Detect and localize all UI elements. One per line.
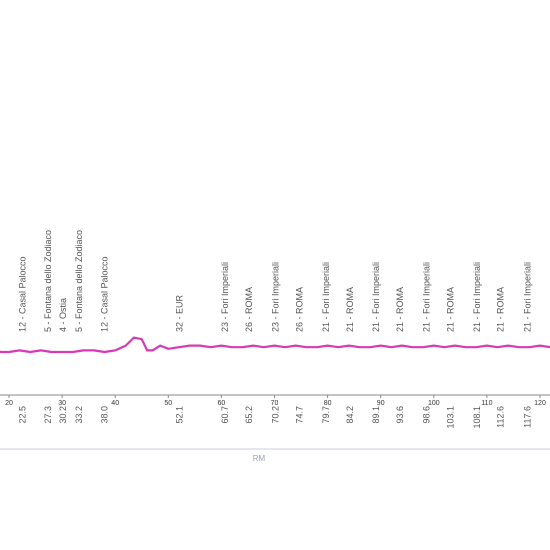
x-ticks: 20 30 40 50 60 70 80 90 100 110 120: [5, 395, 546, 407]
x-tick-label: 120: [534, 400, 546, 407]
x-tick-label: 20: [5, 400, 13, 407]
waypoint-place-label: 5 - Fontana dello Zodiaco: [74, 230, 84, 332]
waypoint-place-label: 21 - ROMA: [345, 287, 355, 332]
waypoint-place-label: 21 - Fori Imperiali: [371, 262, 381, 332]
waypoint-place-label: 12 - Casal Palocco: [100, 256, 110, 332]
waypoint-place-label: 26 - ROMA: [294, 287, 304, 332]
waypoint-place-label: 23 - Fori Imperiali: [220, 262, 230, 332]
waypoint-km-label: 22.5: [17, 406, 27, 424]
waypoint-place-label: 21 - Fori Imperiali: [321, 262, 331, 332]
x-tick-label: 100: [428, 400, 440, 407]
waypoint-km-label: 112.6: [496, 406, 506, 428]
waypoint-km-label: 84.2: [345, 406, 355, 424]
waypoint-km-label: 93.6: [395, 406, 405, 424]
waypoint-place-label: 26 - ROMA: [244, 287, 254, 332]
waypoint-place-label: 21 - ROMA: [395, 287, 405, 332]
waypoint-place-label: 12 - Casal Palocco: [17, 256, 27, 332]
x-tick-label: 50: [164, 400, 172, 407]
waypoint-place-label: 32 - EUR: [174, 294, 184, 332]
region-label: RM: [253, 454, 266, 463]
x-tick-label: 40: [111, 400, 119, 407]
waypoint-km-label: 60.7: [220, 406, 230, 424]
waypoint-km-label: 74.7: [294, 406, 304, 424]
waypoint-km-label: 65.2: [244, 406, 254, 424]
waypoint-place-label: 23 - Fori Imperiali: [271, 262, 281, 332]
waypoint-km-label: 117.6: [522, 406, 532, 428]
x-tick-label: 30: [58, 400, 66, 407]
waypoint-place-label: 21 - ROMA: [445, 287, 455, 332]
x-tick-label: 70: [271, 400, 279, 407]
waypoint-km-label: 70.2: [271, 406, 281, 424]
waypoint-km-label: 52.1: [174, 406, 184, 424]
waypoint-place-label: 21 - ROMA: [496, 287, 506, 332]
waypoint-km-label: 27.3: [43, 406, 53, 424]
waypoint-km-label: 38.0: [100, 406, 110, 424]
x-tick-label: 80: [324, 400, 332, 407]
x-tick-label: 60: [218, 400, 226, 407]
waypoint-km-label: 108.1: [472, 406, 482, 429]
waypoint-labels: 12 - Casal Palocco 22.5 5 - Fontana dello …: [17, 230, 532, 429]
waypoint-km-label: 98.6: [421, 406, 431, 424]
waypoint-place-label: 21 - Fori Imperiali: [421, 262, 431, 332]
waypoint-place-label: 21 - Fori Imperiali: [522, 262, 532, 332]
waypoint-place-label: 4 - Ostia: [58, 298, 68, 332]
x-tick-label: 110: [481, 400, 492, 407]
x-tick-label: 90: [377, 400, 385, 407]
waypoint-km-label: 89.1: [371, 406, 381, 424]
waypoint-place-label: 5 - Fontana dello Zodiaco: [43, 230, 53, 332]
waypoint-place-label: 21 - Fori Imperiali: [472, 262, 482, 332]
waypoint-km-label: 30.2: [58, 406, 68, 424]
waypoint-km-label: 103.1: [445, 406, 455, 429]
waypoint-km-label: 33.2: [74, 406, 84, 424]
waypoint-km-label: 79.7: [321, 406, 331, 424]
elevation-line: [0, 336, 550, 354]
